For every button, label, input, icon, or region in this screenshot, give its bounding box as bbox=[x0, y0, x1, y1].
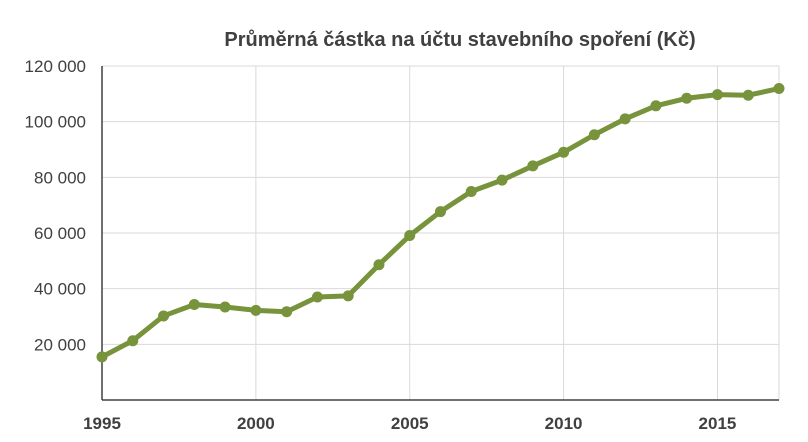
data-point bbox=[127, 335, 139, 347]
y-tick-label: 80 000 bbox=[34, 168, 86, 187]
series-line bbox=[99, 86, 782, 360]
data-point bbox=[281, 306, 293, 318]
data-point bbox=[96, 351, 108, 363]
data-point bbox=[404, 230, 416, 242]
data-point bbox=[342, 290, 354, 302]
data-point bbox=[742, 89, 754, 101]
x-axis-ticks: 1995 2000 2005 2010 2015 bbox=[83, 414, 736, 433]
y-axis-ticks: 20 000 40 000 60 000 80 000 100 000 120 000 bbox=[25, 57, 86, 354]
data-point bbox=[711, 89, 723, 101]
data-point bbox=[158, 310, 170, 322]
chart-title: Průměrná částka na účtu stavebního spoře… bbox=[224, 29, 695, 51]
x-tick-label: 2005 bbox=[391, 414, 429, 433]
series bbox=[96, 83, 785, 363]
x-tick-label: 1995 bbox=[83, 414, 121, 433]
data-point bbox=[773, 83, 785, 95]
x-tick-label: 2000 bbox=[237, 414, 275, 433]
y-tick-label: 20 000 bbox=[34, 335, 86, 354]
data-point bbox=[558, 146, 570, 158]
x-tick-label: 2010 bbox=[545, 414, 583, 433]
data-point bbox=[219, 301, 231, 313]
data-point bbox=[496, 174, 508, 186]
data-point bbox=[588, 129, 600, 141]
y-tick-label: 100 000 bbox=[25, 113, 86, 132]
data-point bbox=[527, 160, 539, 172]
data-point bbox=[311, 291, 323, 303]
grid bbox=[102, 65, 780, 400]
data-point bbox=[681, 92, 693, 104]
data-point bbox=[650, 100, 662, 112]
data-point bbox=[250, 304, 262, 316]
data-point bbox=[619, 113, 631, 125]
data-point bbox=[435, 206, 446, 218]
data-point bbox=[188, 299, 200, 311]
y-tick-label: 40 000 bbox=[34, 280, 86, 299]
data-point bbox=[465, 186, 477, 198]
data-point bbox=[373, 259, 385, 271]
axes bbox=[101, 66, 779, 401]
x-tick-label: 2015 bbox=[699, 414, 737, 433]
y-tick-label: 60 000 bbox=[34, 224, 86, 243]
y-tick-label: 120 000 bbox=[25, 57, 86, 76]
